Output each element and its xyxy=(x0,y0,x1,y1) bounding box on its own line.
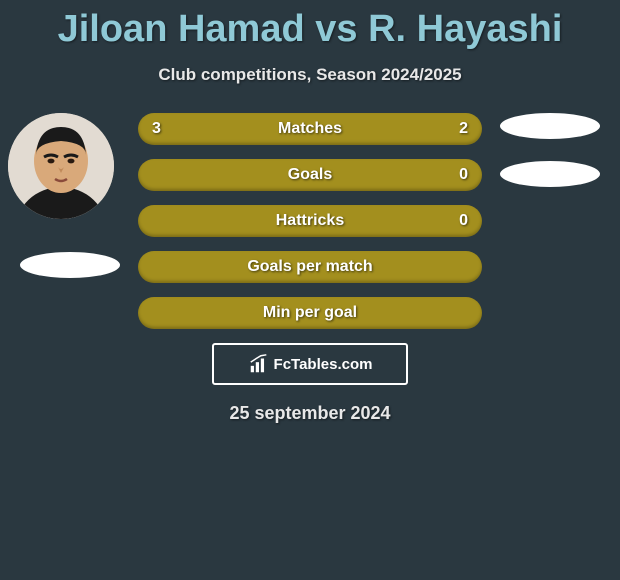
stat-label: Matches xyxy=(138,120,482,138)
date-label: 25 september 2024 xyxy=(0,403,620,424)
stat-label: Goals xyxy=(138,166,482,184)
stat-bars: 3 Matches 2 Goals 0 Hattricks 0 Goals pe… xyxy=(138,113,482,329)
title-player-left: Jiloan Hamad xyxy=(58,8,305,50)
subtitle: Club competitions, Season 2024/2025 xyxy=(0,65,620,85)
stat-right-value: 2 xyxy=(459,120,468,138)
stat-row-hattricks: Hattricks 0 xyxy=(138,205,482,237)
stat-label: Min per goal xyxy=(138,304,482,322)
source-badge-text: FcTables.com xyxy=(274,356,373,373)
stat-row-matches: 3 Matches 2 xyxy=(138,113,482,145)
stat-right-value: 0 xyxy=(459,212,468,230)
badge-oval-left xyxy=(20,252,120,278)
bar-chart-icon xyxy=(248,353,270,375)
avatar-player-left xyxy=(8,113,114,219)
title-vs: vs xyxy=(315,8,357,50)
stat-right-value: 0 xyxy=(459,166,468,184)
title-player-right: R. Hayashi xyxy=(368,8,562,50)
stat-label: Goals per match xyxy=(138,258,482,276)
stat-row-min-per-goal: Min per goal xyxy=(138,297,482,329)
stat-row-goals-per-match: Goals per match xyxy=(138,251,482,283)
stat-row-goals: Goals 0 xyxy=(138,159,482,191)
page-title: Jiloan Hamad vs R. Hayashi xyxy=(0,0,620,51)
badge-oval-right-1 xyxy=(500,113,600,139)
source-badge: FcTables.com xyxy=(212,343,408,385)
person-icon xyxy=(8,113,114,219)
comparison-panel: 3 Matches 2 Goals 0 Hattricks 0 Goals pe… xyxy=(0,113,620,424)
badge-oval-right-2 xyxy=(500,161,600,187)
stat-label: Hattricks xyxy=(138,212,482,230)
